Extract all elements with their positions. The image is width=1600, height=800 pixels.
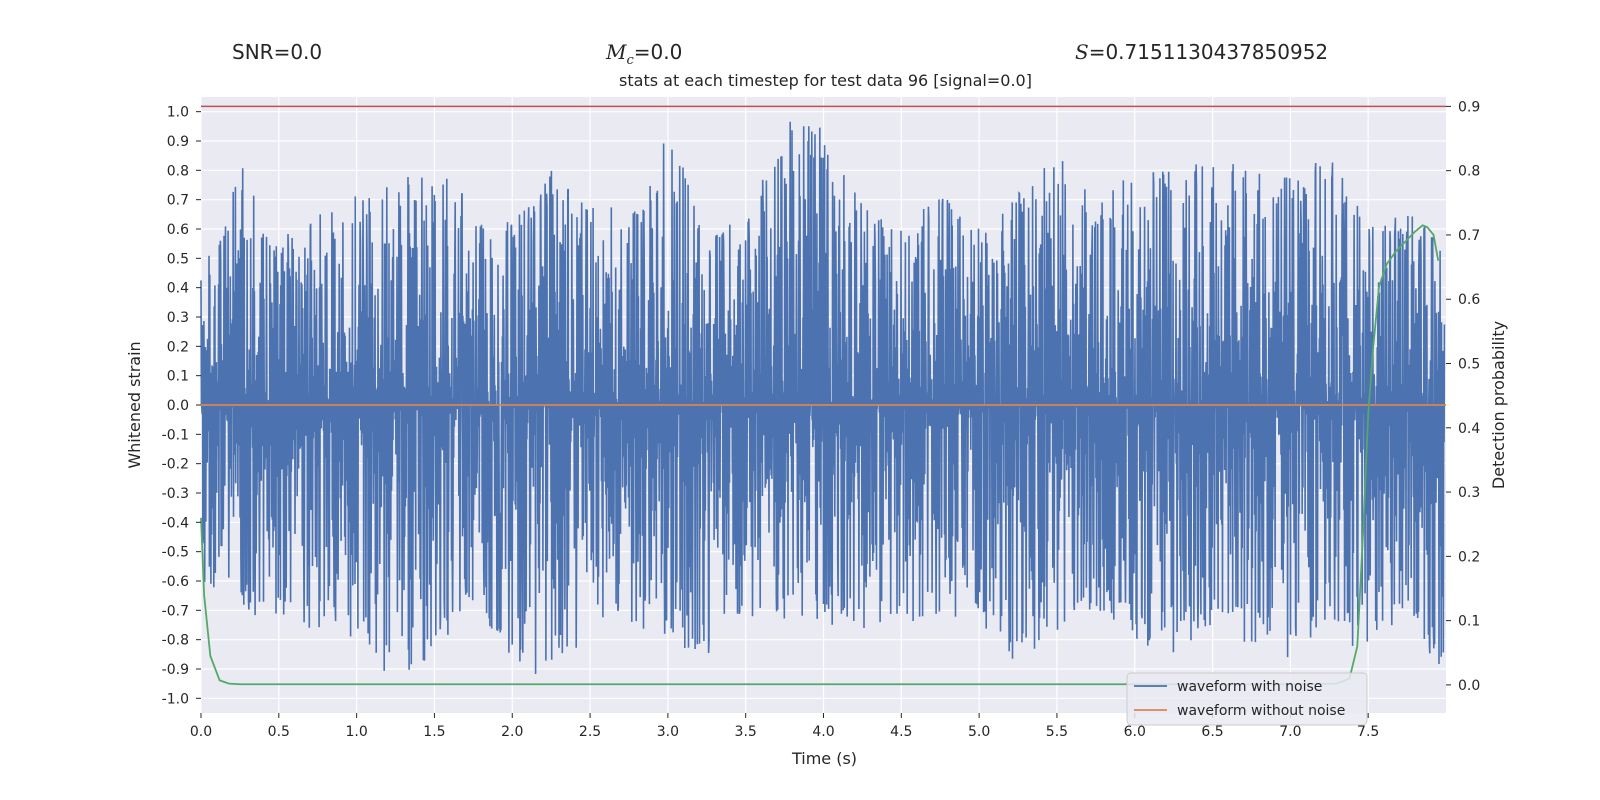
y-tick-label: -0.5 xyxy=(162,545,189,561)
score-stat: S=0.7151130437850952 xyxy=(1075,40,1328,64)
x-tick-label: 7.0 xyxy=(1279,724,1301,740)
mc-symbol: M xyxy=(606,40,627,64)
y2-tick-label: 0.9 xyxy=(1458,99,1480,115)
x-tick-label: 2.0 xyxy=(501,724,523,740)
y-tick-label: 0.5 xyxy=(167,251,189,267)
mc-subscript: c xyxy=(626,53,634,68)
y-tick-label: 0.6 xyxy=(167,222,189,238)
chirp-mass-stat: Mc=0.0 xyxy=(606,40,682,68)
snr-stat: SNR=0.0 xyxy=(232,40,322,64)
y-tick-label: -1.0 xyxy=(162,691,189,707)
y-tick-label: -0.9 xyxy=(162,662,189,678)
y-tick-label: 0.9 xyxy=(167,134,189,150)
y-tick-label: 0.8 xyxy=(167,163,189,179)
s-value: =0.7151130437850952 xyxy=(1088,40,1329,64)
y2-tick-label: 0.3 xyxy=(1458,485,1480,501)
s-symbol: S xyxy=(1075,40,1089,64)
x-tick-label: 1.5 xyxy=(423,724,445,740)
y2-tick-label: 0.1 xyxy=(1458,614,1480,630)
x-tick-label: 3.5 xyxy=(735,724,757,740)
x-tick-label: 4.5 xyxy=(890,724,912,740)
y2-axis-label: Detection probability xyxy=(1489,321,1508,489)
y-tick-label: 0.1 xyxy=(167,369,189,385)
y-tick-label: -0.1 xyxy=(162,427,189,443)
legend-label-noisy: waveform with noise xyxy=(1177,679,1322,695)
y2-tick-label: 0.7 xyxy=(1458,228,1480,244)
y2-tick-label: 0.2 xyxy=(1458,549,1480,565)
chart-title: stats at each timestep for test data 96 … xyxy=(619,71,1032,90)
x-tick-label: 6.5 xyxy=(1201,724,1223,740)
y-tick-label: -0.8 xyxy=(162,633,189,649)
y-tick-label: -0.7 xyxy=(162,603,189,619)
x-tick-label: 3.0 xyxy=(657,724,679,740)
x-tick-label: 0.0 xyxy=(190,724,212,740)
y2-tick-label: 0.6 xyxy=(1458,292,1480,308)
y-tick-label: -0.3 xyxy=(162,486,189,502)
legend: waveform with noise waveform without noi… xyxy=(1126,672,1368,726)
y-tick-label: -0.4 xyxy=(162,515,189,531)
x-tick-label: 1.0 xyxy=(345,724,367,740)
x-tick-label: 5.0 xyxy=(968,724,990,740)
x-tick-label: 6.0 xyxy=(1124,724,1146,740)
mc-value: =0.0 xyxy=(633,40,683,64)
series-waveform-with-noise xyxy=(200,121,1446,675)
y-axis-label: Whitened strain xyxy=(125,341,144,468)
y-tick-label: 0.3 xyxy=(167,310,189,326)
snr-value: =0.0 xyxy=(273,40,323,64)
x-tick-label: 7.5 xyxy=(1357,724,1379,740)
x-axis-label: Time (s) xyxy=(791,749,857,768)
x-tick-label: 2.5 xyxy=(579,724,601,740)
y-tick-label: 0.4 xyxy=(167,281,189,297)
y-tick-label: 0.2 xyxy=(167,339,189,355)
y-tick-label: -0.2 xyxy=(162,457,189,473)
y-tick-label: 0.7 xyxy=(167,193,189,209)
y-tick-label: 1.0 xyxy=(167,105,189,121)
y2-tick-label: 0.4 xyxy=(1458,421,1480,437)
y-tick-label: -0.6 xyxy=(162,574,189,590)
y2-tick-label: 0.0 xyxy=(1458,678,1480,694)
snr-label: SNR xyxy=(232,40,274,64)
noisy-waveform-line xyxy=(200,121,1446,675)
x-tick-label: 4.0 xyxy=(812,724,834,740)
x-tick-label: 0.5 xyxy=(268,724,290,740)
y2-tick-label: 0.5 xyxy=(1458,357,1480,373)
x-tick-label: 5.5 xyxy=(1046,724,1068,740)
y-tick-label: 0.0 xyxy=(167,398,189,414)
legend-box xyxy=(1126,672,1368,726)
axes: 0.0 0.5 1.0 1.5 2.0 2.5 3.0 3.5 4.0 4.5 5.0 5.5 6.0 6… xyxy=(162,99,1481,740)
y2-tick-label: 0.8 xyxy=(1458,164,1480,180)
legend-label-clean: waveform without noise xyxy=(1177,703,1345,719)
